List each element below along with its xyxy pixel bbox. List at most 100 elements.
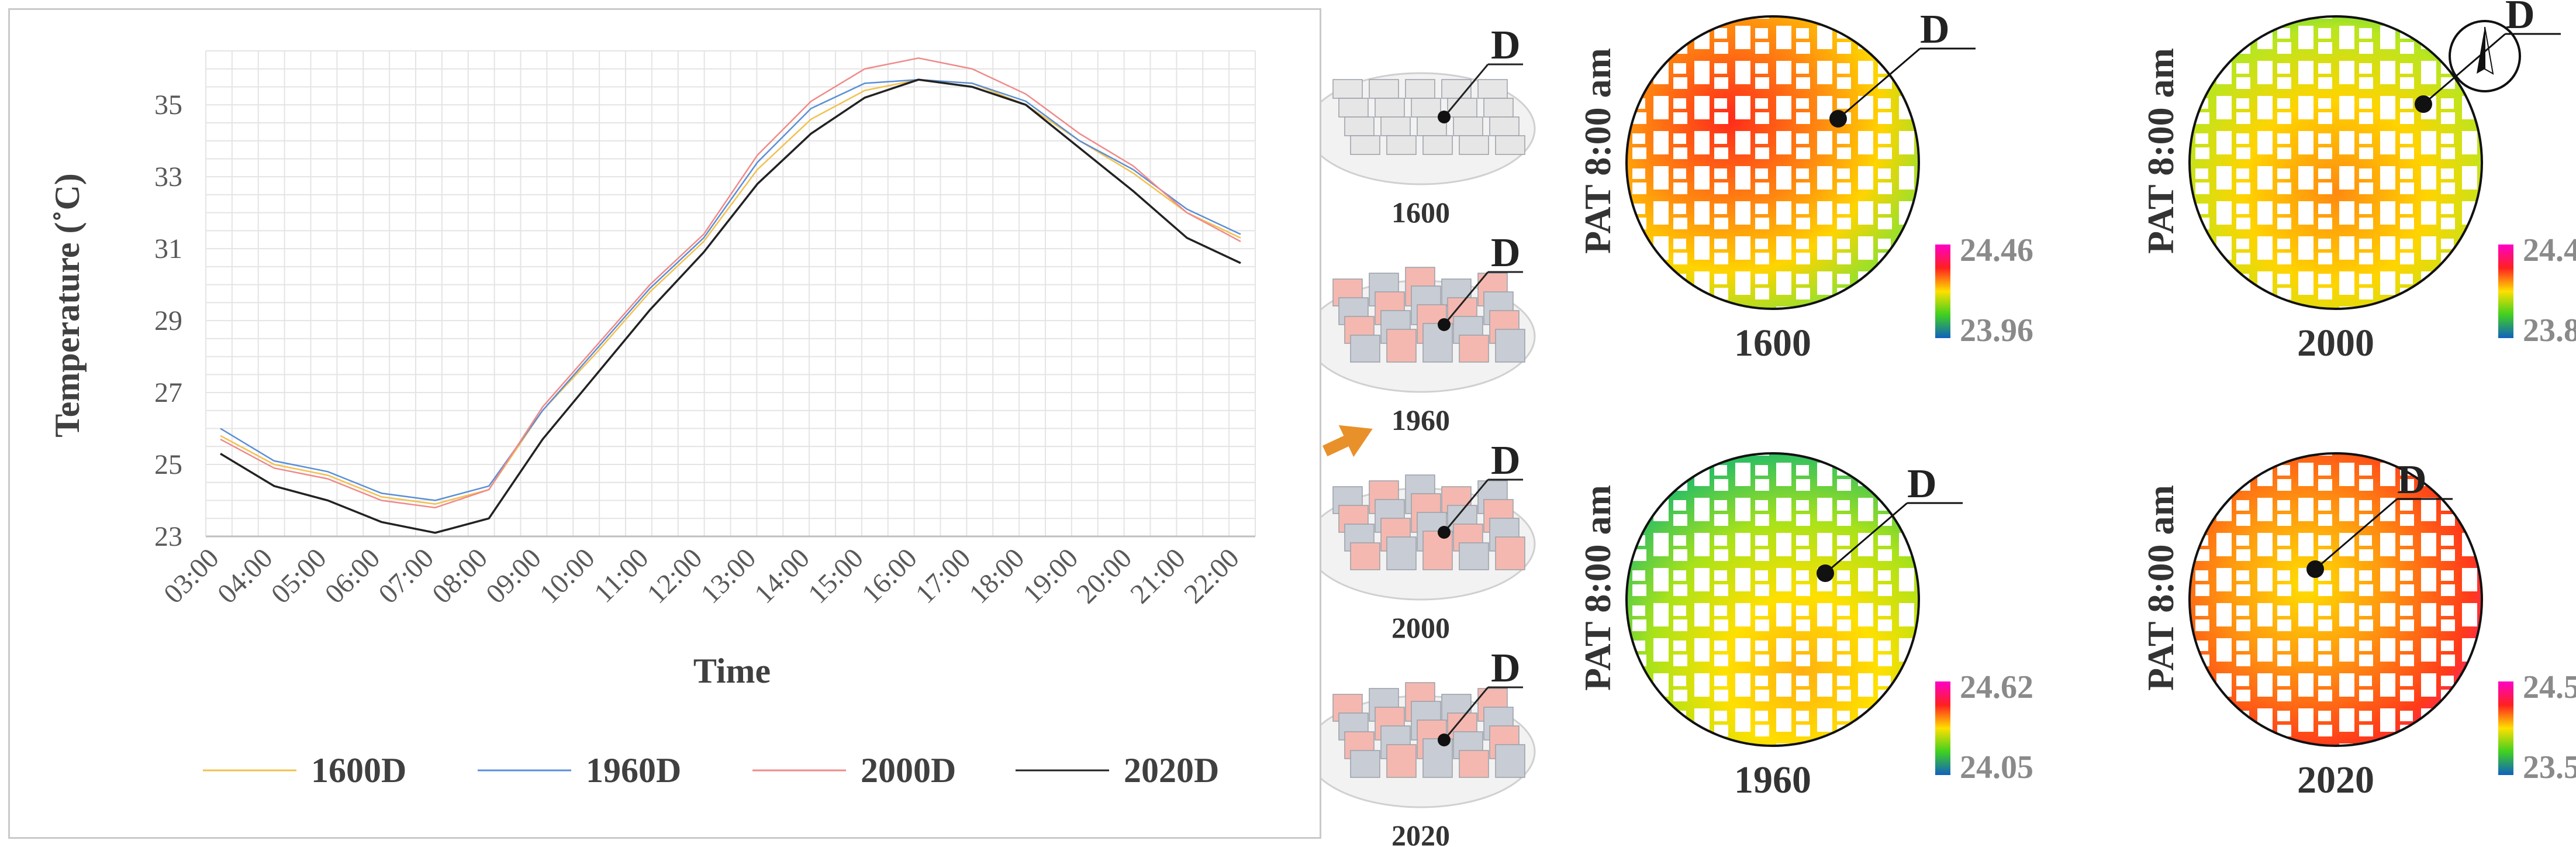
point-d-label: D [2397,457,2427,502]
marker-leader-line [2315,498,2398,570]
temperature-maps: D PAT 8:00 am 1600 24.46 23.96 D PAT 8:00 am 20… [1577,0,2576,801]
legend-item-2020D: 2020D [1016,751,1219,790]
point-d-label: D [1920,7,1950,52]
color-scale-bar [2498,245,2513,338]
chart-series [220,57,1241,534]
y-tick-label: 33 [154,161,182,192]
building-block [1459,135,1489,155]
line-chart-panel: 23 25 27 29 31 33 35 03:00 04:00 05:00 06:00 07:00… [8,8,1321,839]
x-axis-title: Time [693,652,771,690]
series-line-2020D [220,78,1241,534]
x-tick-label: 16:00 [856,542,923,610]
pat-time-label: PAT 8:00 am [2140,485,2181,691]
scale-min-label: 23.96 [1960,312,2033,349]
y-tick-label: 31 [154,233,182,264]
marker-leader-line [1838,47,1921,120]
block-model-year: 2020 [1391,819,1450,847]
x-tick-label: 12:00 [641,542,709,610]
chart-legend: 1600D 1960D 2000D 2020D [203,751,1219,790]
building-footprints [1627,453,1919,746]
scale-max-label: 24.49 [2523,232,2576,268]
map-outline [1625,452,1920,747]
point-d-dot [1438,734,1451,746]
building-block [1405,79,1435,99]
scale-max-label: 24.58 [2523,669,2576,705]
marker-leader-line [1443,687,1489,741]
x-tick-label: 14:00 [748,542,816,610]
building-block [1344,116,1375,136]
block-model-year: 1960 [1391,404,1450,436]
x-tick-label: 19:00 [1017,542,1084,610]
map-disc [2190,453,2482,746]
legend-item-1600D: 1600D [203,751,406,790]
x-tick-label: 08:00 [426,542,493,610]
map-year-label: 1600 [1734,322,1811,364]
marker-leader-line [1443,479,1489,533]
building-block [1386,329,1417,363]
building-footprints [2190,453,2482,746]
y-tick-label: 23 [154,521,182,552]
marker-leader-line [1443,271,1489,325]
point-d-label: D [1491,646,1521,691]
block-model-year: 1600 [1391,196,1450,229]
x-tick-label: 03:00 [158,542,225,610]
building-block [1375,98,1405,118]
building-block [1495,536,1525,570]
pat-time-label: PAT 8:00 am [1577,48,1618,254]
map-disc [2190,16,2482,309]
x-tick-label: 21:00 [1124,542,1192,610]
legend-label: 2000D [861,751,956,790]
legend-label: 1960D [586,751,681,790]
point-d-label: D [1491,438,1521,483]
block-model-1960: D 1960 [1321,230,1536,436]
block-model-2020: D 2020 [1321,646,1536,847]
point-d-label: D [1491,230,1521,276]
building-block [1350,542,1380,570]
y-axis-ticks: 23 25 27 29 31 33 35 [154,89,182,552]
point-d-label: D [1491,23,1521,68]
building-block [1459,335,1489,363]
x-tick-label: 05:00 [265,542,333,610]
building-block [1386,135,1417,155]
point-d-label: D [1907,462,1937,507]
pat-time-label: PAT 8:00 am [2140,48,2181,254]
building-block [1477,79,1508,99]
building-block [1350,335,1380,363]
y-axis-title: Temperature (˚C) [48,173,87,438]
legend-item-2000D: 2000D [752,751,956,790]
temperature-map-2020: D PAT 8:00 am 2020 24.58 23.50 [2140,452,2576,801]
building-block [1495,329,1525,363]
building-block [1380,116,1411,136]
x-tick-label: 04:00 [212,542,279,610]
map-year-label: 1960 [1734,759,1811,801]
point-d-dot [1438,111,1451,123]
series-line-2000D [220,57,1241,509]
orientation-arrow-icon [1322,425,1373,457]
map-outline [1625,15,1920,310]
x-tick-label: 15:00 [802,542,869,610]
temperature-map-1960: D PAT 8:00 am 1960 24.62 24.05 [1577,452,2033,801]
temperature-map-1600: D PAT 8:00 am 1600 24.46 23.96 [1577,7,2033,364]
building-block [1495,135,1525,155]
x-tick-label: 11:00 [588,542,655,609]
point-d-label: D [2505,0,2535,37]
building-block [1386,744,1417,778]
marker-leader-line [1825,502,1908,574]
building-block [1453,116,1483,136]
legend-item-1960D: 1960D [478,751,681,790]
marker-leader-line [2423,33,2506,105]
building-block [1350,750,1380,778]
block-model-year: 2000 [1391,611,1450,644]
map-year-label: 2020 [2297,759,2374,801]
map-outline [2188,452,2483,747]
map-year-label: 2000 [2297,322,2374,364]
building-footprints [2190,16,2482,309]
block-models: D 1600 D 1960 D 2000 D 2020 [1321,23,1536,847]
x-tick-label: 09:00 [480,542,547,610]
chart-grid [205,50,1256,538]
building-block [1495,744,1525,778]
temperature-line-chart: 23 25 27 29 31 33 35 03:0004:0005:0006:0007:00… [48,50,1256,790]
x-tick-label: 07:00 [372,542,440,610]
building-block [1459,750,1489,778]
color-scale-bar [2498,681,2513,775]
